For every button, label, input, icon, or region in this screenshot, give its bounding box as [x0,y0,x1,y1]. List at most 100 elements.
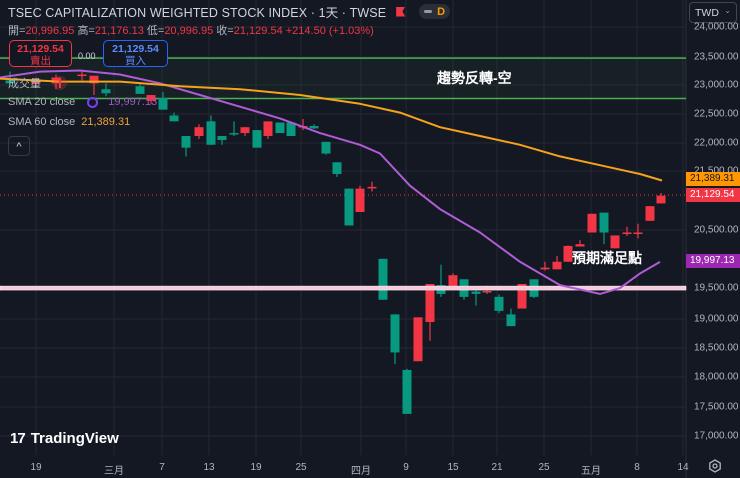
sma20-label: SMA 20 close [8,96,76,108]
ohlc-values: 開=20,996.95 高=21,176.13 低=20,996.95 收=21… [8,22,374,38]
time-axis-label: 15 [447,462,459,473]
time-axis-label: 14 [677,462,689,473]
chevron-down-icon: ⌄ [724,6,731,15]
settings-icon[interactable] [708,459,722,473]
candle-up [194,127,204,136]
low-label: 低= [146,25,165,37]
sma20-price-tag: 19,997.13 [686,254,740,268]
candle-up [146,95,156,101]
minus-icon [424,10,433,13]
time-axis-label: 21 [491,462,503,473]
annotation-target-point[interactable]: 預期滿足點 [572,250,642,266]
time-axis-label: 9 [403,462,409,473]
spread-value: 0.00 [78,51,96,61]
candle-down [181,135,191,148]
sma20-line [0,69,661,295]
candle-down [344,188,354,226]
time-axis-label: 五月 [581,466,601,477]
price-axis-label: 23,500.00 [694,51,739,63]
open-value: 20,996.95 [25,25,75,37]
price-axis-label: 18,500.00 [694,342,739,354]
open-label: 開= [8,25,26,37]
candle-down [332,162,342,174]
candle-down [390,314,400,353]
candle-down [275,122,285,134]
candle-up [540,267,550,270]
high-value: 21,176.13 [94,25,144,37]
candle-up [517,283,527,309]
price-axis-label: 19,000.00 [694,313,739,325]
price-axis-label: 24,000.00 [694,21,739,33]
candle-down [506,314,516,327]
time-axis-label: 13 [203,462,215,473]
price-axis-label: 17,500.00 [694,401,739,413]
candle-down [309,126,319,129]
support-line [0,285,687,291]
candle-up [355,188,365,213]
currency-label: TWD [695,7,719,19]
candle-up [633,232,643,234]
sma60-line [0,77,663,182]
candle-up [656,195,666,204]
candle-up [413,317,423,362]
chevron-up-icon: ^ [16,141,22,153]
sell-price: 21,129.54 [17,43,64,55]
candle-down [321,141,331,154]
candle-up [645,206,655,221]
candle-down [402,369,412,414]
price-axis-label: 18,000.00 [694,371,739,383]
time-axis-label: 19 [30,462,42,473]
volume-label: 成交量 [8,78,41,90]
tradingview-mark-icon: 17 [10,430,26,447]
currency-selector[interactable]: TWD ⌄ [689,2,737,23]
legend-sma20[interactable]: SMA 20 close 19,997.13 [8,96,157,108]
price-axis-label: 22,500.00 [694,108,739,120]
candle-down [378,258,388,300]
time-axis-label: 7 [159,462,165,473]
market-status-letter: D [437,5,446,18]
buy-button[interactable]: 21,129.54 買入 [103,40,168,67]
candle-down [158,97,168,110]
candle-up [575,244,585,247]
candle-up [482,291,492,293]
candle-up [587,213,597,233]
symbol-title[interactable]: TSEC CAPITALIZATION WEIGHTED STOCK INDEX… [8,6,387,20]
buy-label: 買入 [125,55,146,67]
candle-up [448,275,458,288]
candle-down [5,80,15,84]
sma60-value: 21,389.31 [81,116,131,128]
annotation-trend-reversal[interactable]: 趨勢反轉-空 [437,70,512,86]
price-axis-label: 20,500.00 [694,224,739,236]
time-axis-label: 8 [634,462,640,473]
candle-down [101,89,111,94]
price-axis-label: 23,000.00 [694,79,739,91]
time-axis-label: 19 [250,462,262,473]
candle-up [89,75,99,84]
close-label: 收= [216,25,234,37]
time-axis-label: 25 [538,462,550,473]
candle-down [286,122,296,136]
market-status-pill[interactable]: D [419,4,451,19]
low-value: 20,996.95 [164,25,214,37]
price-axis-label: 21,500.00 [694,165,739,177]
change-value: +214.50 (+1.03%) [285,25,374,37]
candle-down [471,291,481,294]
price-axis-label: 19,500.00 [694,282,739,294]
volume-indicator-icon [53,76,67,90]
sma20-value: 19,997.13 [108,96,158,108]
legend-sma60[interactable]: SMA 60 close 21,389.31 [8,116,130,128]
candle-down [229,133,239,135]
time-axis-label: 三月 [104,466,124,477]
tradingview-logo[interactable]: 17 TradingView [10,430,119,447]
sell-button[interactable]: 21,129.54 賣出 [9,40,72,67]
collapse-legend-button[interactable]: ^ [8,136,30,156]
candle-down [252,130,262,148]
buy-price: 21,129.54 [112,43,159,55]
flag-icon[interactable] [396,6,406,17]
candle-down [135,86,145,94]
candle-down [599,212,609,233]
symbol-header: TSEC CAPITALIZATION WEIGHTED STOCK INDEX… [8,2,451,21]
legend-volume[interactable]: 成交量 [8,75,67,91]
